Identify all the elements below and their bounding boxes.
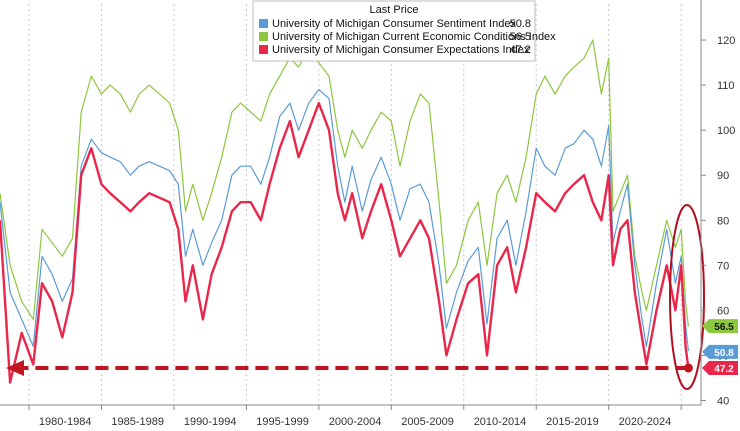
x-tick-label-1995-1999: 1995-1999 <box>256 416 309 428</box>
legend-swatch-sentiment <box>259 19 268 28</box>
legend-swatch-expectations <box>259 45 268 54</box>
legend: Last Price University of Michigan Consum… <box>252 0 556 62</box>
badge-current: 56.5 <box>702 319 738 334</box>
reference-end-dot <box>683 363 693 373</box>
badge-expectations-shape <box>702 361 738 376</box>
badge-expectations: 47.2 <box>702 361 738 376</box>
x-tick-label-1980-1984: 1980-1984 <box>39 416 92 428</box>
legend-box <box>252 0 536 62</box>
y-tick-label-60: 60 <box>717 305 729 317</box>
series-expectations-line <box>0 101 690 384</box>
x-tick-label-1990-1994: 1990-1994 <box>184 416 237 428</box>
y-tick-label-120: 120 <box>717 35 735 47</box>
badge-current-label: 56.5 <box>714 322 734 333</box>
legend-value-current: 56.5 <box>510 31 531 43</box>
x-tick-label-2005-2009: 2005-2009 <box>401 416 454 428</box>
legend-label-sentiment: University of Michigan Consumer Sentimen… <box>272 18 516 30</box>
badge-sentiment-label: 50.8 <box>714 348 734 359</box>
y-tick-label-80: 80 <box>717 215 729 227</box>
badge-current-shape <box>702 319 738 334</box>
series-layer <box>0 39 690 384</box>
y-tick-label-40: 40 <box>717 395 729 407</box>
legend-swatch-current <box>259 32 268 41</box>
legend-title: Last Price <box>370 4 419 16</box>
series-current-line <box>0 39 689 327</box>
last-value-badges: 56.5 50.8 47.2 <box>702 319 738 376</box>
series-sentiment-line <box>0 88 689 351</box>
legend-label-current: University of Michigan Current Economic … <box>272 31 556 43</box>
y-tick-label-100: 100 <box>717 125 735 137</box>
legend-value-sentiment: 50.8 <box>510 18 531 30</box>
badge-expectations-label: 47.2 <box>714 364 734 375</box>
x-tick-label-2010-2014: 2010-2014 <box>474 416 527 428</box>
y-tick-label-70: 70 <box>717 260 729 272</box>
y-tick-label-90: 90 <box>717 170 729 182</box>
x-tick-label-2020-2024: 2020-2024 <box>619 416 672 428</box>
y-tick-label-110: 110 <box>717 80 735 92</box>
badge-sentiment-shape <box>702 344 738 359</box>
x-tick-label-1985-1989: 1985-1989 <box>111 416 164 428</box>
reference-arrow-head <box>6 360 24 377</box>
annotation-layer <box>6 204 705 390</box>
x-tick-label-2000-2004: 2000-2004 <box>329 416 382 428</box>
legend-label-expectations: University of Michigan Consumer Expectat… <box>272 44 530 56</box>
highlight-ellipse <box>669 204 705 390</box>
badge-sentiment: 50.8 <box>702 344 738 359</box>
x-tick-label-2015-2019: 2015-2019 <box>546 416 599 428</box>
legend-value-expectations: 47.2 <box>510 44 531 56</box>
x-axis-bottom: 1980-1984 1985-1989 1990-1994 1995-1999 2000… <box>0 404 701 428</box>
